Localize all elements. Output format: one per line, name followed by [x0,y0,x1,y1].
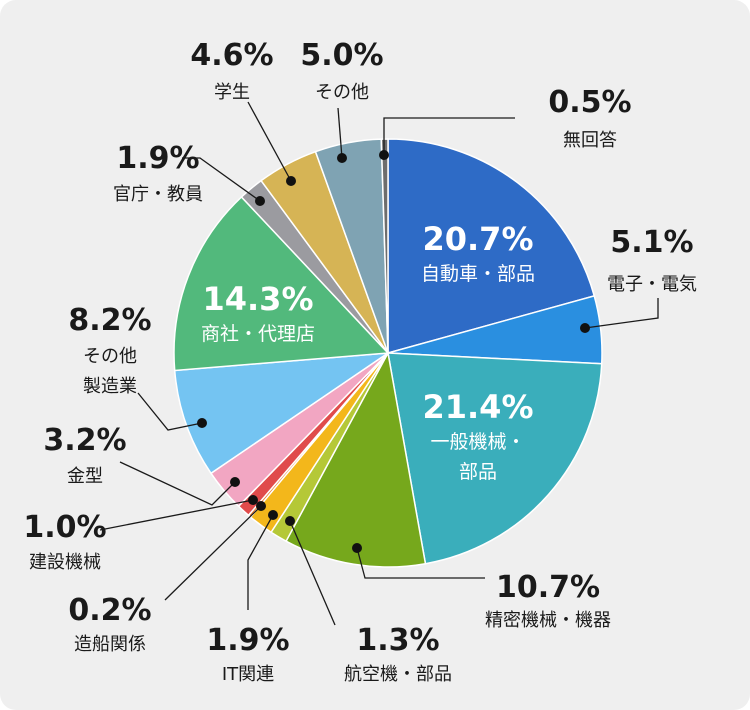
pie-slice [285,350,427,568]
leader-line [383,117,515,155]
slice-category-label: 航空機・部品 [344,664,452,685]
slice-category-label: 商社・代理店 [201,323,315,345]
leader-line [356,547,485,579]
slice-percent-label: 1.0% [23,510,106,545]
slice-percent-label: 1.9% [116,141,199,176]
slice-percent-label: 5.0% [300,38,383,73]
leader-dot [248,495,258,505]
slice-category-label: 造船関係 [74,634,146,655]
leader-line [182,157,261,202]
pie-slice [173,195,390,372]
leader-dot [352,543,362,553]
slice-category-label: 一般機械・ [430,431,525,453]
leader-line [137,392,203,431]
leader-dot [580,323,590,333]
slice-category-label: 部品 [459,461,497,483]
leader-dot [256,501,266,511]
leader-dot [230,477,240,487]
slice-percent-label: 14.3% [202,280,313,318]
slice-percent-label: 20.7% [422,220,533,258]
pie-slice [173,352,391,475]
slice-category-label: 無回答 [563,130,617,151]
slice-percent-label: 21.4% [422,388,533,426]
slice-category-label: 金型 [67,466,103,487]
slice-category-label: 自動車・部品 [421,263,535,285]
slice-percent-label: 1.3% [356,623,439,658]
slice-category-label: その他 [83,346,137,367]
leader-line [119,461,236,506]
slice-category-label: IT関連 [222,664,274,685]
slice-percent-label: 5.1% [610,225,693,260]
leader-line [164,505,262,601]
leader-line [337,107,343,159]
leader-line [289,520,336,626]
leader-dot [268,510,278,520]
slice-category-label: 学生 [214,82,250,103]
slice-percent-label: 0.5% [548,85,631,120]
leader-dot [337,153,347,163]
leader-dot [255,196,265,206]
pie-slice [387,352,603,565]
slice-category-label: 電子・電気 [607,274,697,295]
leader-line [584,298,659,329]
slice-percent-label: 10.7% [496,570,600,605]
slice-category-label: 精密機械・機器 [485,610,611,631]
slice-category-label: その他 [315,82,369,103]
slice-percent-label: 3.2% [43,423,126,458]
leader-dot [285,516,295,526]
leader-dot [286,176,296,186]
leader-line [99,499,254,531]
slice-category-label: 官庁・教員 [113,184,203,205]
slice-percent-label: 0.2% [68,593,151,628]
slice-category-label: 建設機械 [29,552,101,573]
slice-category-label: 製造業 [83,376,137,397]
pie-slice [387,138,596,354]
slice-percent-label: 4.6% [190,38,273,73]
leader-line [247,101,292,182]
leader-line [247,514,274,610]
slice-percent-label: 8.2% [68,303,151,338]
slice-percent-label: 1.9% [206,623,289,658]
leader-dot [197,418,207,428]
leader-dot [379,150,389,160]
